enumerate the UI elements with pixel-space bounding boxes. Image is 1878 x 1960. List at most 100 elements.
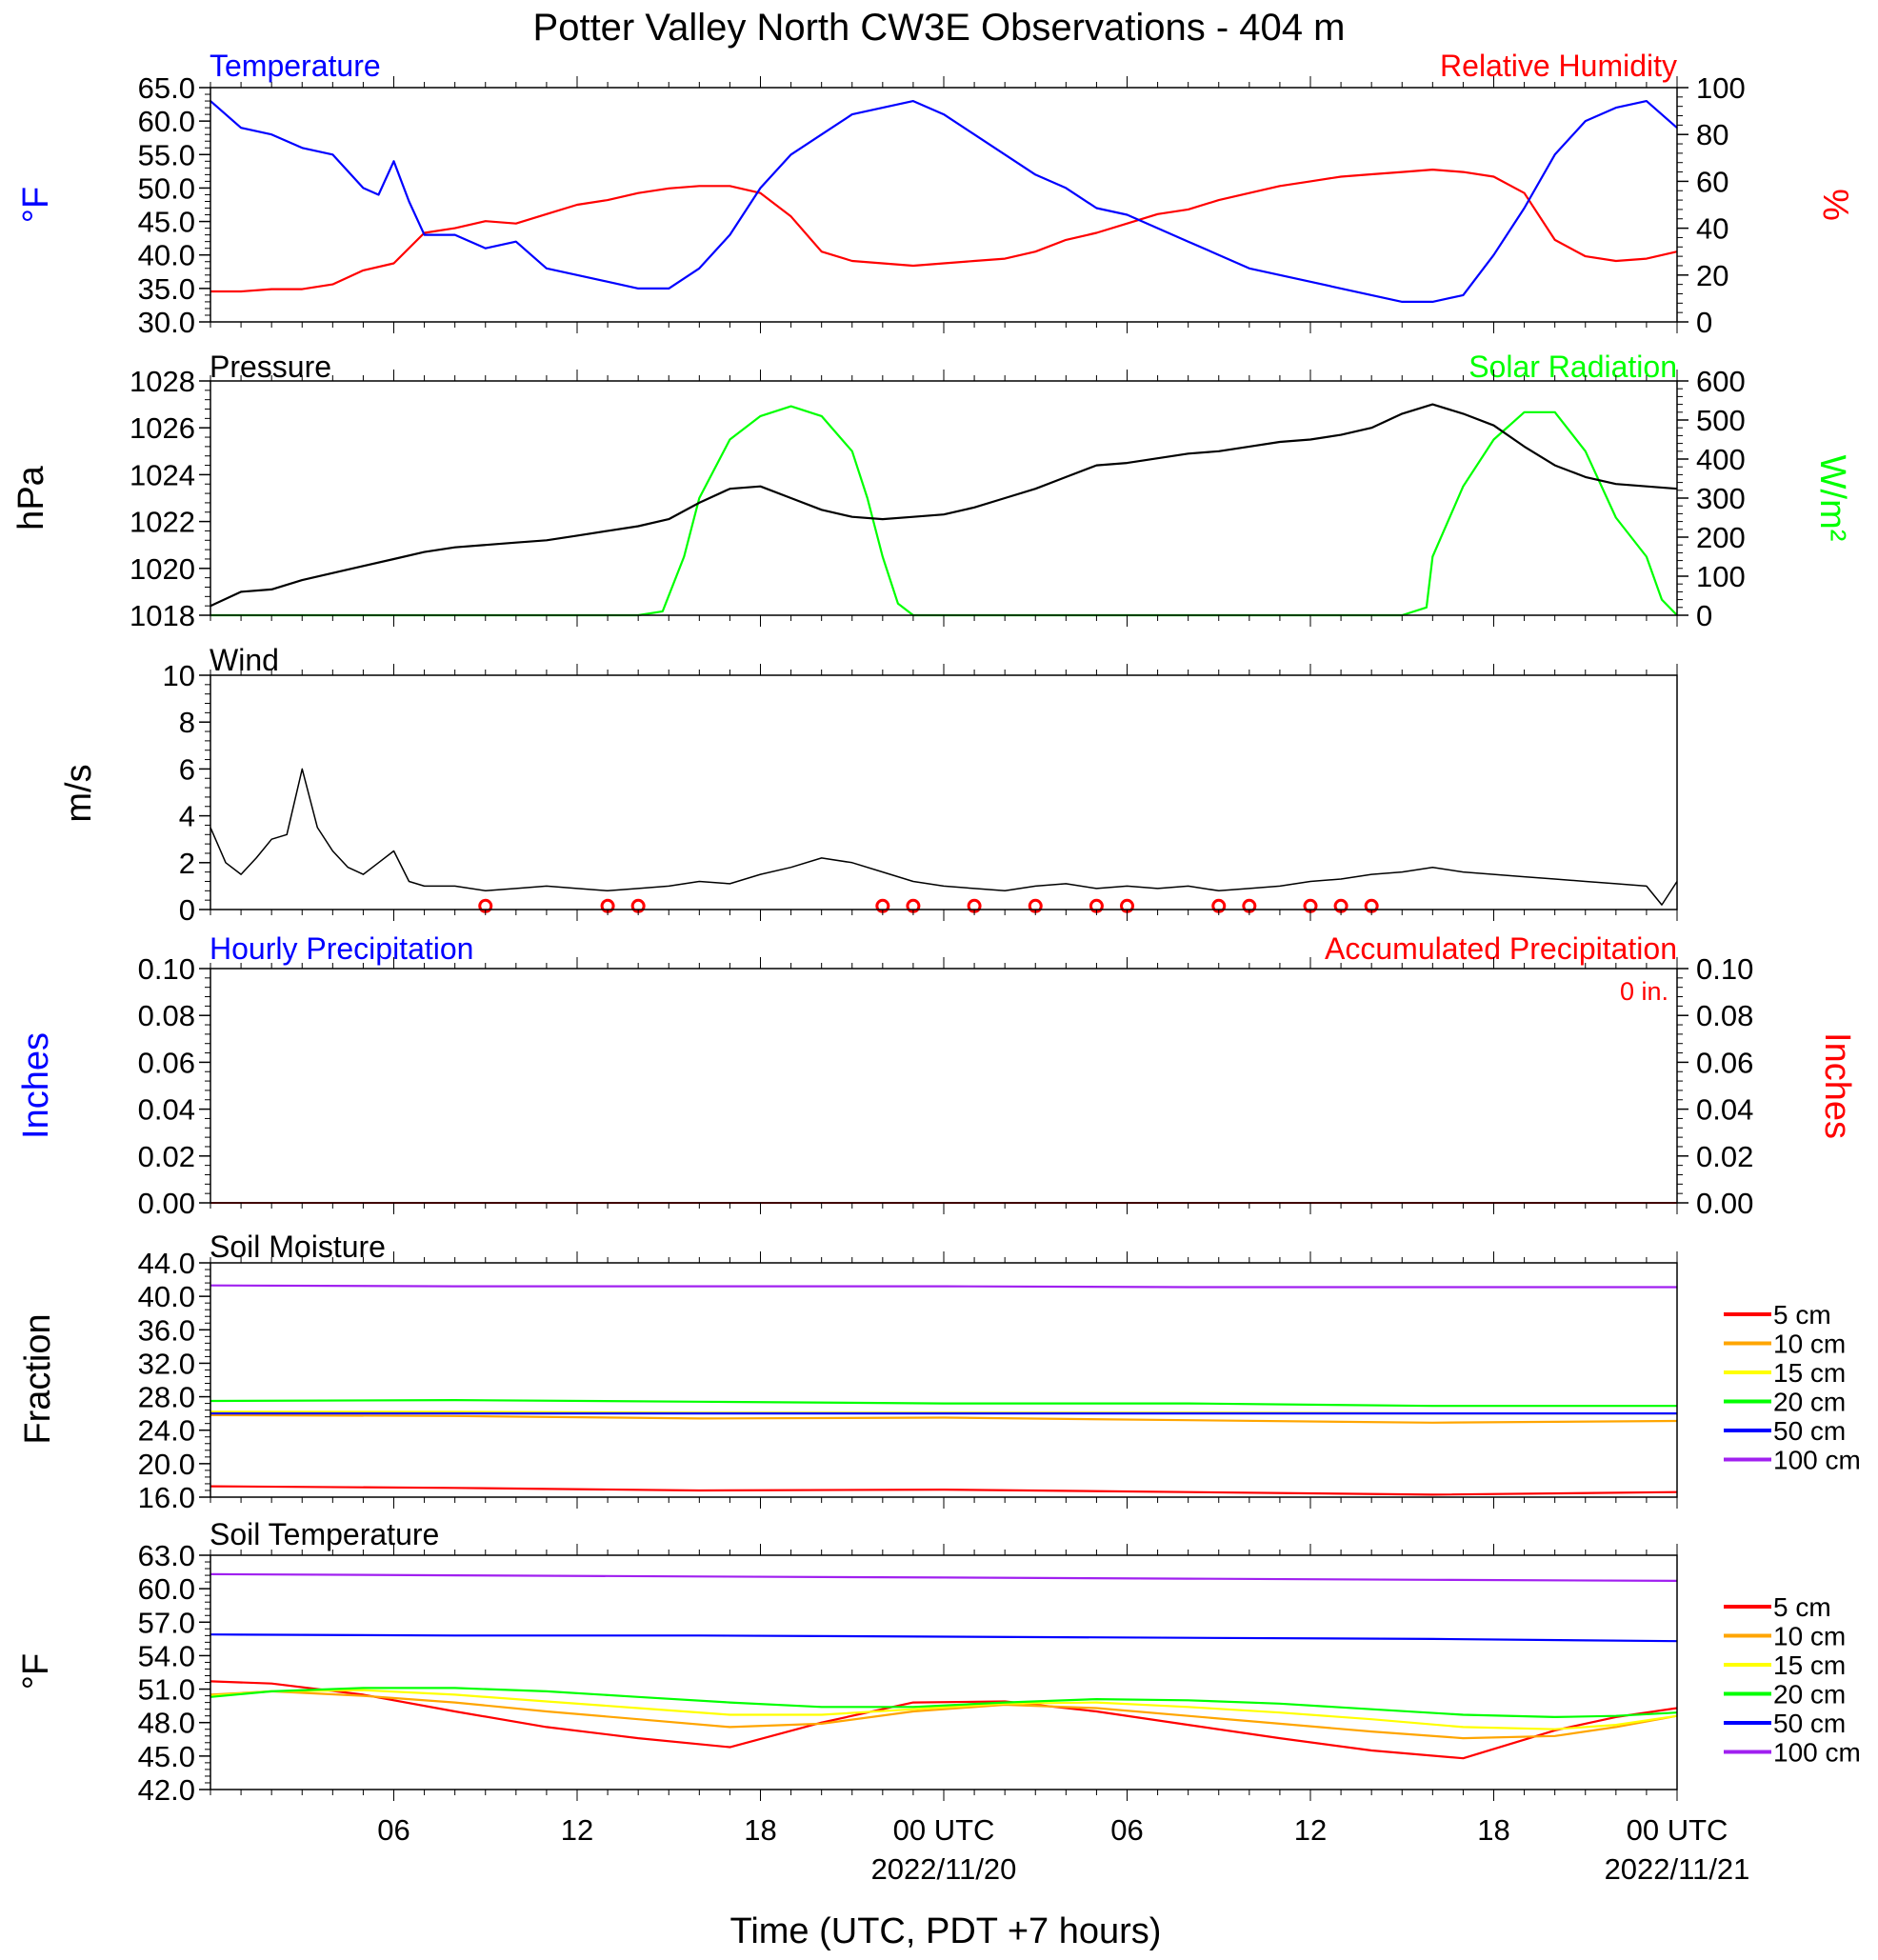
x-tick-label: 18	[1477, 1813, 1509, 1847]
y-tick-label: 0.04	[1696, 1093, 1753, 1127]
pressure-axis-label: hPa	[11, 465, 51, 530]
y-tick-label: 80	[1696, 118, 1728, 151]
wind-axis-label: m/s	[59, 764, 99, 822]
x-tick-label: 12	[561, 1813, 593, 1847]
solar-radiation-line	[210, 405, 1678, 617]
series-line-100cm	[210, 1284, 1677, 1289]
y-tick-label: 48.0	[138, 1707, 195, 1740]
y-tick-label: 60	[1696, 165, 1728, 198]
x-tick-label: 00 UTC	[1627, 1813, 1728, 1847]
y-tick-label: 0.00	[138, 1187, 195, 1220]
y-tick-label: 57.0	[138, 1606, 195, 1639]
x-date-label: 2022/11/20	[871, 1852, 1017, 1886]
panel-frame	[210, 674, 1678, 910]
accum-precip-axis-label: Inches	[1817, 1032, 1857, 1139]
y-tick-label: 0	[1696, 306, 1712, 339]
legend-label: 50 cm	[1773, 1416, 1846, 1446]
series-line-15cm	[210, 1689, 1678, 1730]
panel-frame	[210, 968, 1678, 1204]
y-tick-label: 65.0	[138, 71, 195, 105]
legend-label: 20 cm	[1773, 1388, 1846, 1417]
y-tick-label: 51.0	[138, 1673, 195, 1707]
panel-frame	[210, 1554, 1678, 1790]
y-tick-label: 400	[1696, 443, 1746, 476]
y-tick-label: 1022	[130, 506, 195, 539]
y-tick-label: 63.0	[138, 1539, 195, 1572]
y-tick-label: 0.02	[138, 1140, 195, 1173]
legend-label: 10 cm	[1773, 1622, 1846, 1651]
x-tick-label: 12	[1294, 1813, 1327, 1847]
y-tick-label: 10	[163, 659, 195, 692]
soil-moisture-title: Soil Moisture	[210, 1230, 386, 1264]
x-tick-label: 18	[744, 1813, 776, 1847]
y-tick-label: 1018	[130, 599, 195, 632]
y-tick-label: 55.0	[138, 138, 195, 171]
y-tick-label: 300	[1696, 482, 1746, 515]
legend-label: 100 cm	[1773, 1738, 1861, 1768]
y-tick-label: 42.0	[138, 1773, 195, 1807]
y-tick-label: 0.06	[1696, 1046, 1753, 1079]
panel-precipitation: Hourly Precipitation Accumulated Precipi…	[16, 931, 1857, 1220]
legend-label: 10 cm	[1773, 1330, 1846, 1359]
series-line-20cm	[210, 1398, 1677, 1408]
pressure-title: Pressure	[210, 350, 331, 384]
hourly-precip-title: Hourly Precipitation	[210, 931, 473, 966]
x-date-label: 2022/11/21	[1605, 1852, 1750, 1886]
soil-temperature-axis-label: °F	[16, 1653, 56, 1690]
figure-title: Potter Valley North CW3E Observations - …	[533, 7, 1346, 49]
y-tick-label: 1028	[130, 365, 195, 398]
y-tick-label: 50.0	[138, 171, 195, 205]
panel-wind: Wind m/s 10 8 6 4 2 0	[59, 643, 1678, 927]
time-axis: 06 12 18 00 UTC 06 12 18 00 UTC 2022/11/20 2022/1…	[210, 76, 1749, 1886]
legend-label: 50 cm	[1773, 1709, 1846, 1738]
y-tick-label: 0	[179, 893, 195, 927]
series-line-5cm	[210, 1680, 1678, 1760]
y-tick-label: 30.0	[138, 306, 195, 339]
legend-label: 5 cm	[1773, 1300, 1831, 1330]
y-tick-label: 28.0	[138, 1381, 195, 1414]
y-tick-label: 0.00	[1696, 1187, 1753, 1220]
y-tick-label: 0.10	[1696, 952, 1753, 986]
legend-label: 20 cm	[1773, 1680, 1846, 1710]
x-axis-title: Time (UTC, PDT +7 hours)	[730, 1911, 1162, 1951]
series-line-10cm	[210, 1413, 1678, 1424]
y-tick-label: 60.0	[138, 105, 195, 138]
y-tick-label: 24.0	[138, 1414, 195, 1448]
series-line-100cm	[210, 1572, 1678, 1583]
y-tick-label: 0.02	[1696, 1140, 1753, 1173]
y-tick-label: 600	[1696, 365, 1746, 398]
panel-temperature-humidity: Temperature Relative Humidity °F % 65.06…	[16, 49, 1855, 339]
y-tick-label: 0	[1696, 599, 1712, 632]
y-tick-label: 1026	[130, 411, 195, 445]
solar-title: Solar Radiation	[1468, 350, 1677, 384]
y-tick-label: 36.0	[138, 1313, 195, 1347]
humidity-line	[210, 169, 1678, 293]
panel-pressure-solar: Pressure Solar Radiation hPa W/m² 1028 10…	[11, 350, 1852, 632]
legend-label: 5 cm	[1773, 1592, 1831, 1622]
panel-frame	[210, 87, 1678, 323]
y-tick-label: 0.08	[138, 999, 195, 1032]
y-tick-label: 8	[179, 706, 195, 739]
y-tick-label: 0.10	[138, 952, 195, 986]
y-tick-label: 0.08	[1696, 999, 1753, 1032]
wind-title: Wind	[210, 643, 279, 677]
y-tick-label: 100	[1696, 560, 1746, 593]
x-tick-label: 00 UTC	[893, 1813, 995, 1847]
wind-speed-line	[210, 768, 1678, 906]
panel-frame	[210, 1262, 1678, 1498]
y-tick-label: 1020	[130, 552, 195, 586]
y-tick-label: 40.0	[138, 1280, 195, 1313]
legend-label: 100 cm	[1773, 1446, 1861, 1475]
series-line-10cm	[210, 1690, 1678, 1740]
y-tick-label: 40.0	[138, 239, 195, 272]
x-tick-label: 06	[377, 1813, 410, 1847]
accum-precip-annotation: 0 in.	[1620, 977, 1668, 1006]
pressure-line	[210, 403, 1678, 608]
solar-axis-label: W/m²	[1812, 455, 1852, 542]
series-line-50cm	[210, 1633, 1678, 1643]
y-tick-label: 100	[1696, 71, 1746, 105]
temperature-title: Temperature	[210, 49, 381, 83]
series-line-20cm	[210, 1687, 1678, 1719]
y-tick-label: 20.0	[138, 1448, 195, 1481]
